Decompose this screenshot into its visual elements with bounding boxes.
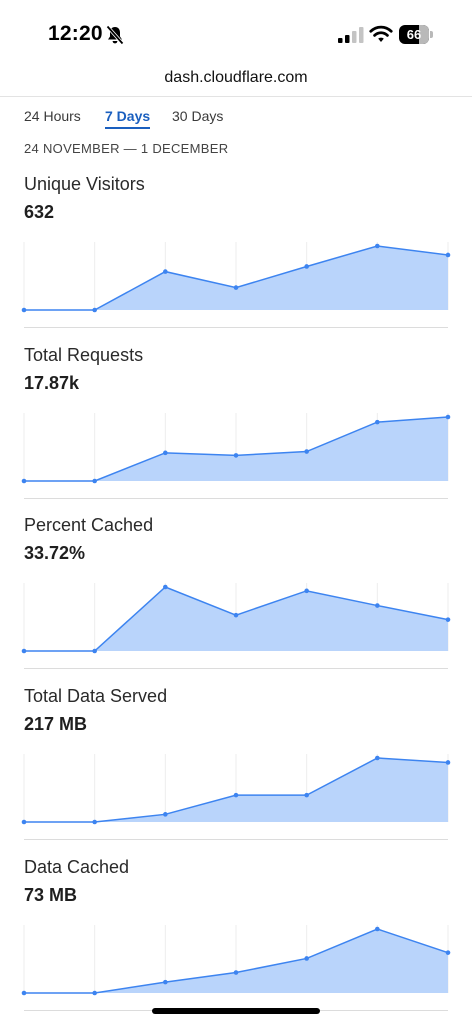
data-point <box>92 478 97 484</box>
metric-value: 33.72% <box>24 543 86 563</box>
data-point <box>163 584 168 590</box>
sparkline-chart <box>21 925 451 996</box>
metric-label: Total Requests <box>24 345 144 365</box>
data-point <box>375 419 380 425</box>
url-text: dash.cloudflare.com <box>164 69 308 86</box>
status-time: 12:20 <box>48 22 103 45</box>
metric-value: 17.87k <box>24 373 80 393</box>
active-tab-underline <box>105 127 151 129</box>
tab-7-days[interactable]: 7 Days <box>105 108 151 129</box>
data-point <box>445 760 451 765</box>
data-point <box>233 285 239 290</box>
data-point <box>375 603 380 608</box>
divider <box>24 327 448 328</box>
data-point <box>92 990 97 996</box>
sparkline-area <box>24 417 448 481</box>
data-point <box>304 264 309 269</box>
data-point <box>21 990 27 996</box>
sparkline-chart <box>21 413 451 484</box>
metric-label: Unique Visitors <box>24 174 145 194</box>
data-point <box>304 956 309 961</box>
metric-unique-visitors: Unique Visitors 632 <box>0 174 472 345</box>
data-point <box>233 612 239 618</box>
battery-icon: 66 <box>399 25 433 44</box>
status-bar: 12:20 66 <box>0 0 472 64</box>
sparkline-chart <box>21 754 451 825</box>
data-point <box>233 792 239 798</box>
divider <box>24 668 448 669</box>
sparkline-area <box>24 246 448 310</box>
data-point <box>163 979 168 985</box>
sparkline-area <box>24 929 448 993</box>
metric-label: Total Data Served <box>24 686 168 706</box>
data-point <box>375 755 380 761</box>
data-point <box>304 449 309 454</box>
metric-total-requests: Total Requests 17.87k <box>0 345 472 516</box>
data-point <box>304 792 309 798</box>
sparkline-chart <box>21 583 451 654</box>
data-point <box>92 648 97 654</box>
data-point <box>92 819 97 825</box>
data-point <box>21 478 27 484</box>
data-point <box>163 269 168 274</box>
sparkline-area <box>24 758 448 822</box>
data-point <box>304 588 309 594</box>
url-bar[interactable]: dash.cloudflare.com <box>0 64 472 97</box>
data-point <box>445 617 451 622</box>
tab-label: 24 Hours <box>24 108 81 124</box>
metric-label: Data Cached <box>24 857 130 877</box>
data-point <box>445 950 451 955</box>
tab-30-days[interactable]: 30 Days <box>172 108 223 124</box>
tab-label: 30 Days <box>172 108 224 124</box>
sparkline-chart <box>21 242 451 313</box>
data-point <box>445 252 451 258</box>
signal-icon <box>338 27 364 43</box>
metric-value: 632 <box>24 202 55 222</box>
divider <box>24 498 448 499</box>
data-point <box>21 307 27 313</box>
bell-slash-icon <box>106 25 124 45</box>
metric-percent-cached: Percent Cached 33.72% <box>0 515 472 686</box>
battery-percent: 66 <box>406 27 422 42</box>
date-range: 24 NOVEMBER — 1 DECEMBER <box>24 141 229 156</box>
sparkline-area <box>24 587 448 651</box>
metric-value: 73 MB <box>24 885 78 905</box>
home-indicator[interactable] <box>152 1008 320 1014</box>
metric-data-cached: Data Cached 73 MB <box>0 857 472 1028</box>
divider <box>24 839 448 840</box>
data-point <box>375 243 380 249</box>
metric-label: Percent Cached <box>24 515 154 535</box>
metric-value: 217 MB <box>24 714 88 734</box>
tab-24-hours[interactable]: 24 Hours <box>24 108 81 124</box>
data-point <box>163 450 168 456</box>
metric-total-data-served: Total Data Served 217 MB <box>0 686 472 857</box>
data-point <box>92 307 97 313</box>
data-point <box>233 453 239 458</box>
data-point <box>21 648 27 654</box>
data-point <box>21 819 27 825</box>
wifi-icon <box>369 25 393 42</box>
tab-label: 7 Days <box>105 108 151 124</box>
data-point <box>445 414 451 420</box>
data-point <box>375 926 380 932</box>
data-point <box>163 812 168 817</box>
data-point <box>233 970 239 975</box>
